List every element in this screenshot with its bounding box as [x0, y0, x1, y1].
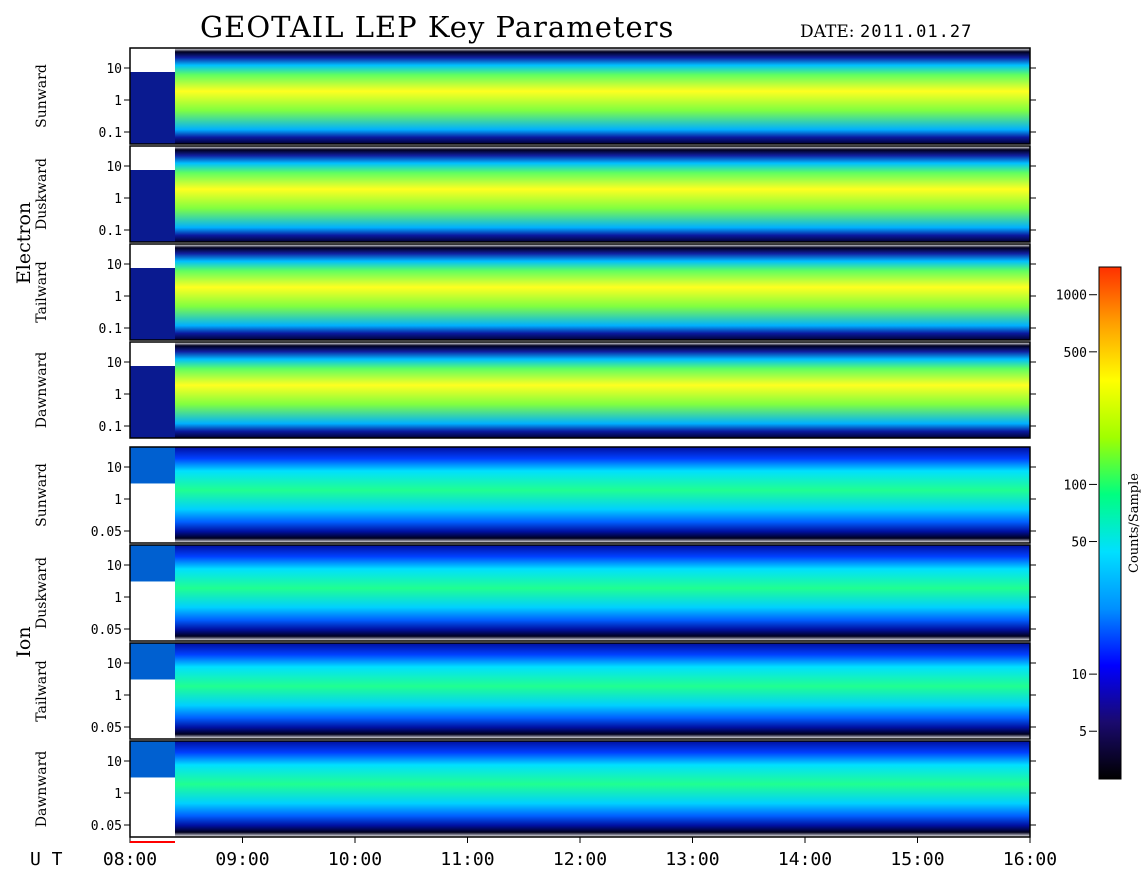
panel-gap	[130, 581, 175, 641]
x-tick-label: 16:00	[1003, 849, 1057, 870]
panel-frame	[129, 47, 1031, 145]
chart-title: GEOTAIL LEP Key Parameters	[200, 10, 675, 44]
y-tick-label: 0.05	[91, 525, 122, 540]
x-tick-label: 13:00	[665, 849, 719, 870]
y-tick-label: 1	[114, 689, 122, 704]
colorbar-tick-label: 10	[1071, 668, 1087, 683]
panel-label: Sunward	[34, 463, 50, 527]
x-axis-label: U T	[30, 849, 63, 870]
y-tick-label: 1	[114, 591, 122, 606]
x-tick-label: 11:00	[440, 849, 494, 870]
panel-label: Tailward	[34, 660, 50, 722]
y-tick-label: 0.1	[99, 322, 122, 337]
panel-electron-tailward: Tailward 10 1 0.1	[34, 243, 1036, 341]
panel-ion-duskward: Duskward 10 1 0.05	[34, 544, 1036, 642]
panel-spectrogram	[130, 244, 1030, 340]
panel-label: Duskward	[34, 557, 50, 629]
panel-electron-dawnward: Dawnward 10 1 0.1	[34, 341, 1036, 439]
y-tick-label: 10	[106, 559, 122, 574]
y-tick-label: 10	[106, 160, 122, 175]
panel-frame	[129, 642, 1031, 740]
panel-quiet	[130, 366, 175, 438]
date-value: 2011.01.27	[860, 22, 973, 42]
x-tick-label: 12:00	[553, 849, 607, 870]
panel-spectrogram	[130, 545, 1030, 641]
y-tick-label: 0.1	[99, 126, 122, 141]
panel-quiet	[130, 447, 175, 484]
group-label-electron: Electron	[13, 202, 35, 284]
panel-gap	[130, 483, 175, 543]
panel-label: Dawnward	[34, 751, 50, 828]
y-tick-label: 0.1	[99, 224, 122, 239]
panel-spectrogram	[130, 342, 1030, 438]
y-tick-label: 10	[106, 755, 122, 770]
panel-label: Dawnward	[34, 352, 50, 429]
y-tick-label: 1	[114, 94, 122, 109]
date-label: DATE:	[800, 22, 855, 42]
panel-frame	[129, 446, 1031, 544]
y-tick-label: 10	[106, 461, 122, 476]
panel-quiet	[130, 643, 175, 680]
panel-electron-sunward: Sunward 10 1 0.1	[34, 47, 1036, 145]
panel-ion-sunward: Sunward 10 1 0.05	[34, 446, 1036, 544]
colorbar-label: Counts/Sample	[1127, 473, 1142, 573]
panel-gap	[130, 679, 175, 739]
panel-gap	[130, 48, 175, 72]
panel-spectrogram	[130, 48, 1030, 144]
panel-ion-dawnward: Dawnward 10 1 0.05	[34, 740, 1036, 838]
y-tick-label: 10	[106, 356, 122, 371]
y-tick-label: 10	[106, 258, 122, 273]
panel-quiet	[130, 72, 175, 144]
colorbar-tick-label: 1000	[1056, 289, 1087, 304]
panel-gap	[130, 146, 175, 170]
y-tick-label: 1	[114, 787, 122, 802]
panel-label: Duskward	[34, 158, 50, 230]
group-label-ion: Ion	[13, 626, 35, 657]
panel-frame	[129, 544, 1031, 642]
panel-spectrogram	[130, 643, 1030, 739]
panel-spectrogram	[130, 146, 1030, 242]
panel-label: Sunward	[34, 64, 50, 128]
panel-gap	[130, 244, 175, 268]
panel-frame	[129, 243, 1031, 341]
y-tick-label: 1	[114, 192, 122, 207]
y-tick-label: 0.1	[99, 420, 122, 435]
x-tick-label: 08:00	[103, 849, 157, 870]
y-tick-label: 1	[114, 493, 122, 508]
colorbar-tick-label: 100	[1064, 478, 1087, 493]
panel-gap	[130, 342, 175, 366]
y-tick-label: 10	[106, 657, 122, 672]
colorbar	[1098, 266, 1122, 780]
panel-quiet	[130, 741, 175, 778]
panel-electron-duskward: Duskward 10 1 0.1	[34, 145, 1036, 243]
y-tick-label: 0.05	[91, 819, 122, 834]
y-tick-label: 0.05	[91, 623, 122, 638]
y-tick-label: 1	[114, 290, 122, 305]
panel-quiet	[130, 545, 175, 582]
panel-quiet	[130, 268, 175, 340]
panel-label: Tailward	[34, 261, 50, 323]
panel-ion-tailward: Tailward 10 1 0.05	[34, 642, 1036, 740]
panel-quiet	[130, 170, 175, 242]
panel-spectrogram	[130, 741, 1030, 837]
y-tick-label: 0.05	[91, 721, 122, 736]
y-tick-label: 10	[106, 62, 122, 77]
panel-frame	[129, 341, 1031, 439]
x-tick-label: 09:00	[215, 849, 269, 870]
x-tick-label: 15:00	[890, 849, 944, 870]
panel-frame	[129, 145, 1031, 243]
colorbar-tick-label: 50	[1071, 536, 1087, 551]
panel-spectrogram	[130, 447, 1030, 543]
colorbar-tick-label: 5	[1079, 725, 1087, 740]
x-tick-label: 14:00	[778, 849, 832, 870]
panel-gap	[130, 777, 175, 837]
y-tick-label: 1	[114, 388, 122, 403]
colorbar-tick-label: 500	[1064, 346, 1087, 361]
x-tick-label: 10:00	[328, 849, 382, 870]
